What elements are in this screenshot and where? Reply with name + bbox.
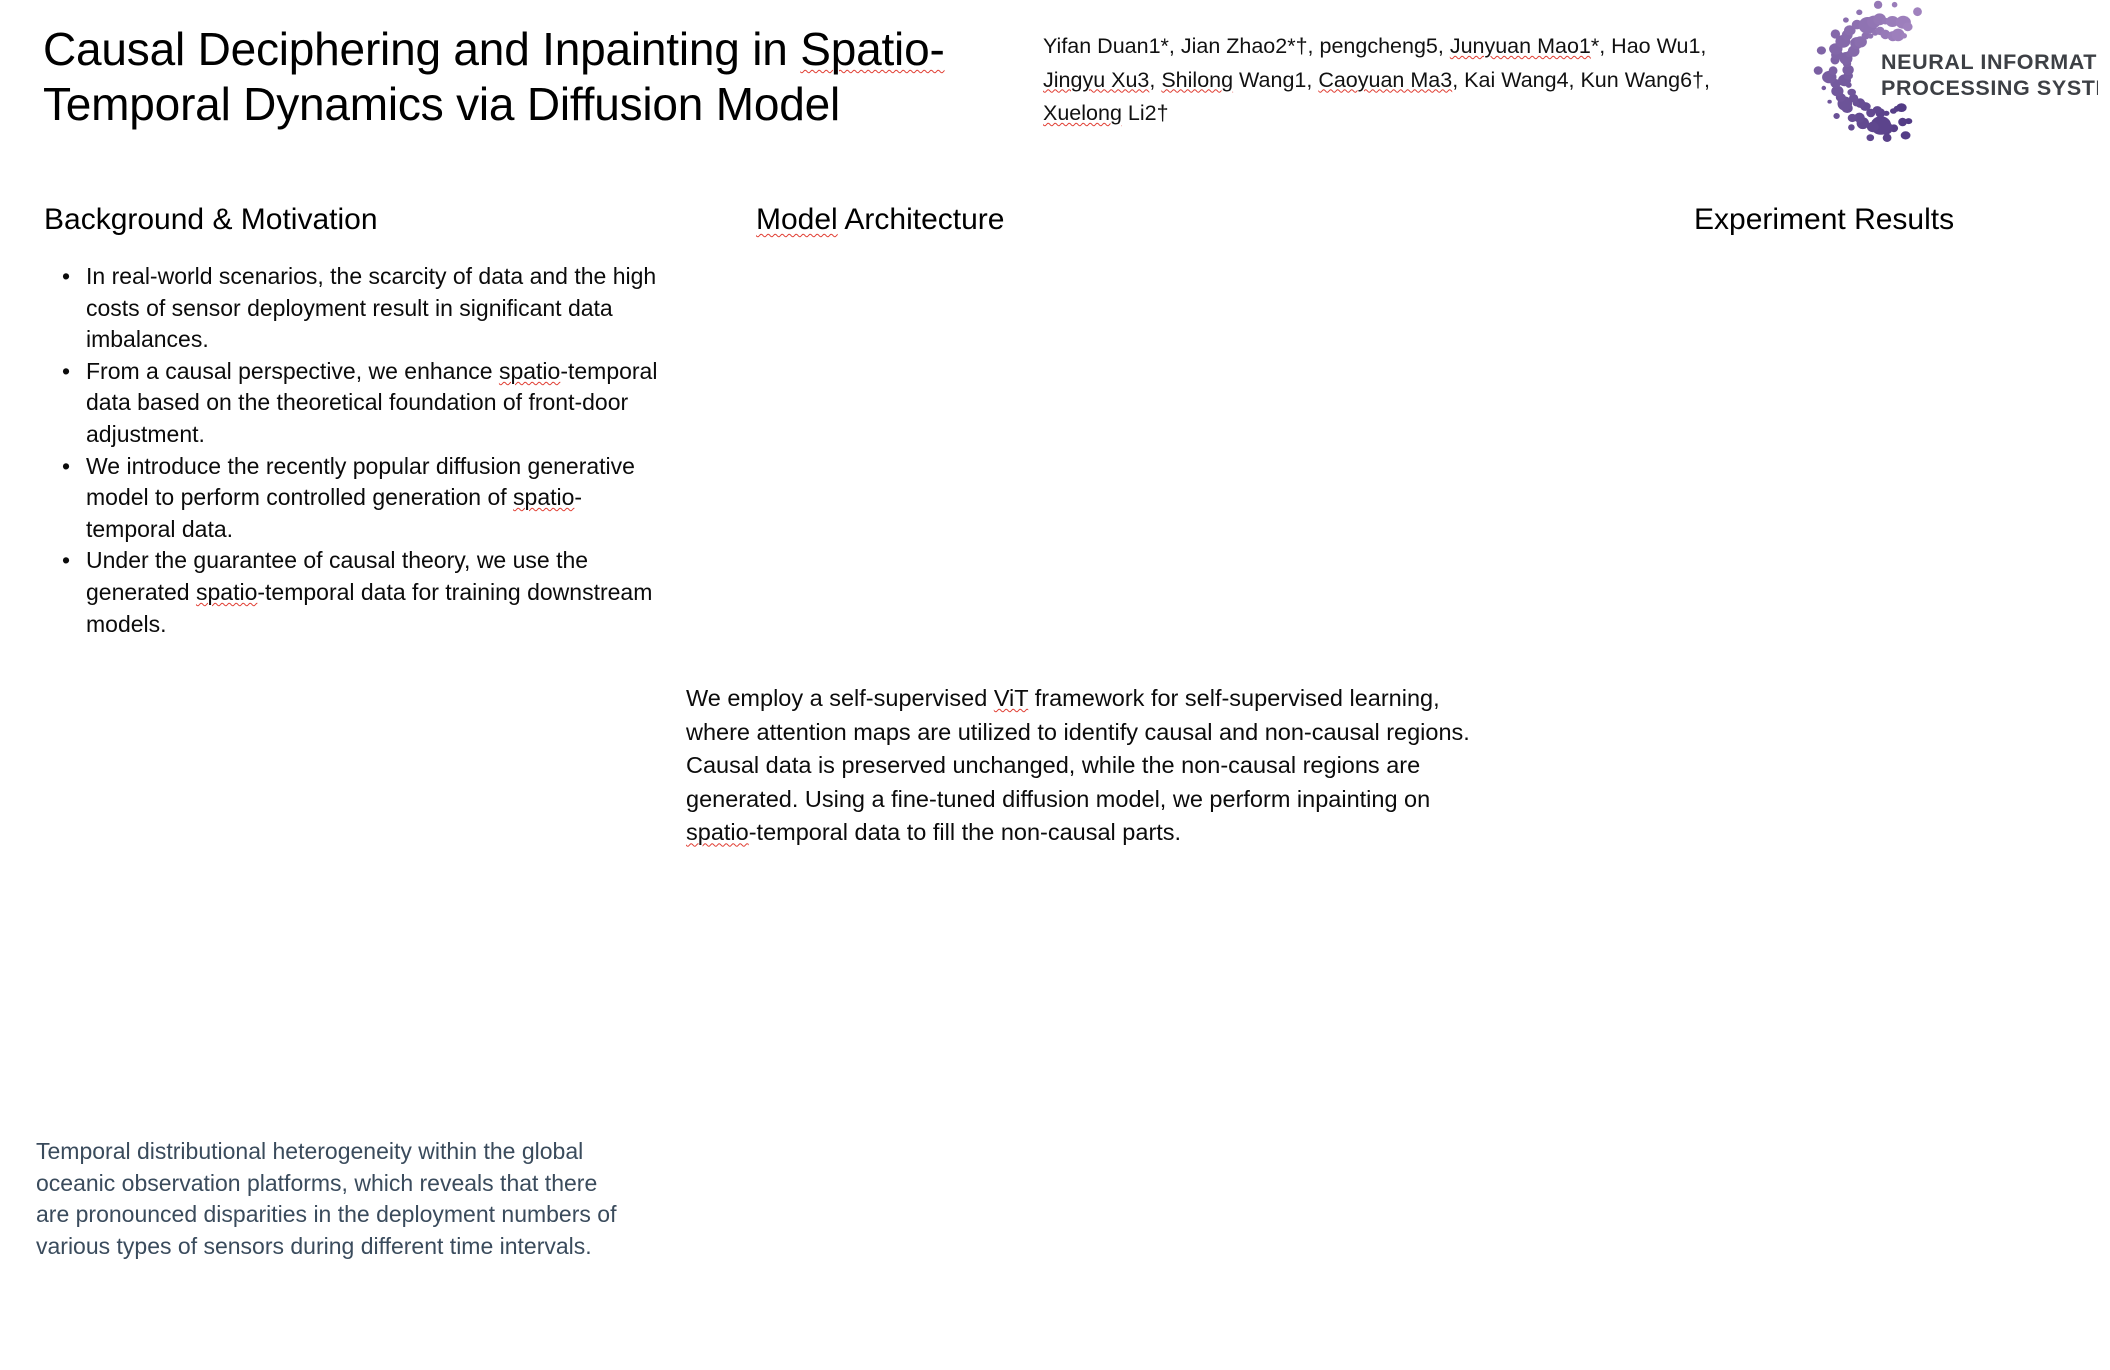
svg-text:PROCESSING SYSTEMS: PROCESSING SYSTEMS — [1881, 76, 2098, 100]
svg-text:NEURAL INFORMATION: NEURAL INFORMATION — [1881, 50, 2098, 74]
